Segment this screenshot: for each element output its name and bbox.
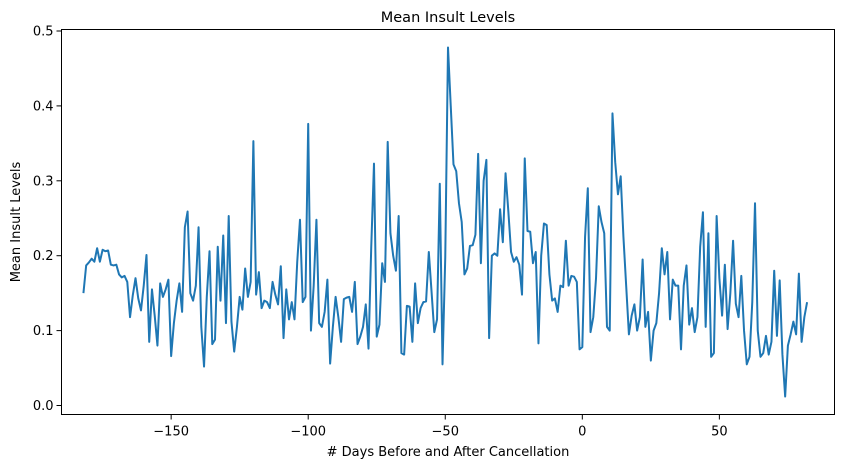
chart-title: Mean Insult Levels <box>381 10 515 26</box>
y-tick-label: 0.1 <box>33 324 54 339</box>
y-tick-label: 0.0 <box>33 399 54 414</box>
x-tick-label: 0 <box>578 425 586 440</box>
y-tick-label: 0.4 <box>33 99 54 114</box>
series-line <box>82 46 809 398</box>
x-tick-label: 50 <box>711 425 728 440</box>
x-tick-label: −50 <box>432 425 459 440</box>
plot-area <box>61 29 835 415</box>
x-tick-label: −150 <box>153 425 189 440</box>
plot-frame <box>61 29 835 415</box>
y-tick-label: 0.5 <box>33 24 54 39</box>
x-tick-label: −100 <box>290 425 326 440</box>
x-axis: −150 −100 −50 0 50 <box>153 414 728 440</box>
y-axis-label: Mean Insult Levels <box>9 161 24 282</box>
y-axis: 0.0 0.1 0.2 0.3 0.4 0.5 <box>33 24 62 414</box>
x-axis-label: # Days Before and After Cancellation <box>327 445 570 460</box>
y-tick-label: 0.2 <box>33 249 54 264</box>
y-tick-label: 0.3 <box>33 174 54 189</box>
